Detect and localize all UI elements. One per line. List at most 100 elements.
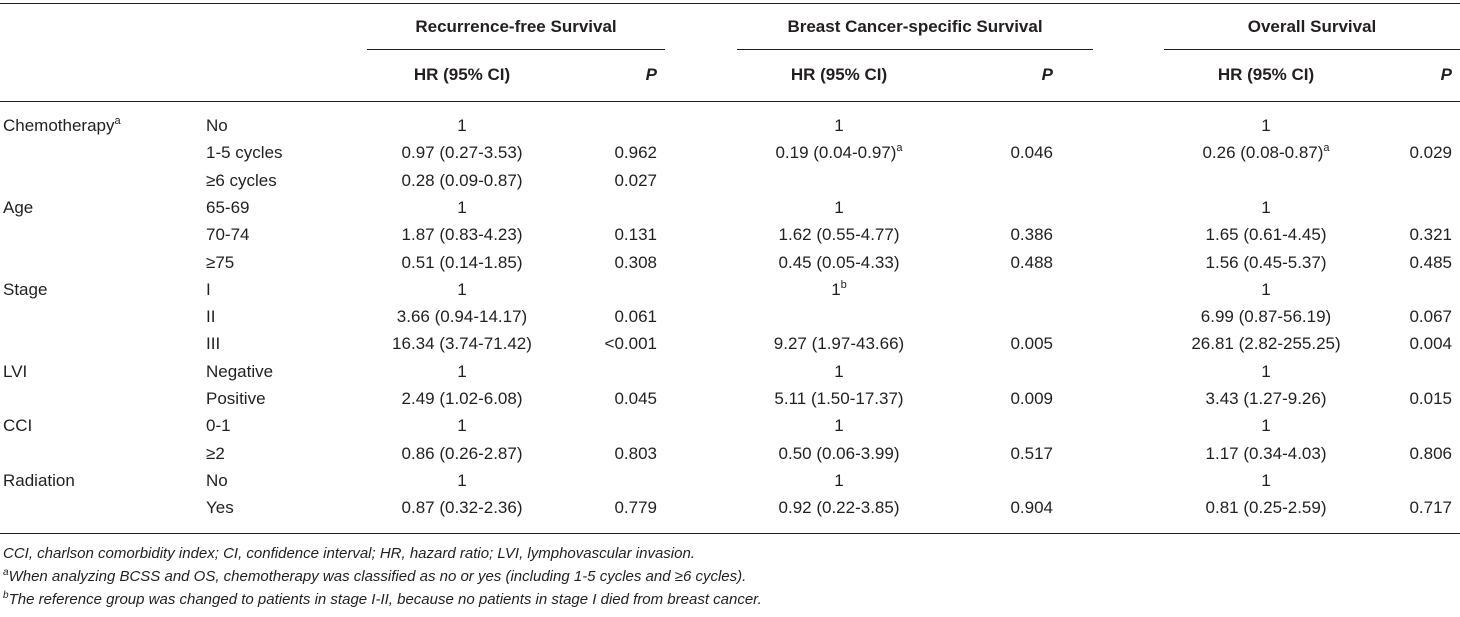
hr-cell-bcss: 5.11 (1.50-17.37) — [774, 389, 904, 408]
row-level: ≥2 — [206, 444, 225, 463]
hr-cell-bcss: 0.19 (0.04-0.97)a — [775, 142, 903, 163]
p-cell-bcss: 0.009 — [1010, 389, 1053, 408]
row-level: 65-69 — [206, 198, 250, 217]
row-level: II — [206, 307, 216, 326]
hr-cell-rfs: 1 — [457, 198, 467, 217]
hr-cell-os: 1.56 (0.45-5.37) — [1205, 253, 1327, 272]
table-top-rule — [0, 3, 1460, 4]
hr-cell-bcss: 0.50 (0.06-3.99) — [778, 444, 900, 463]
hr-cell-bcss: 1.62 (0.55-4.77) — [778, 225, 900, 244]
hr-cell-os: 1 — [1261, 198, 1271, 217]
group-title-bcss: Breast Cancer-specific Survival — [787, 17, 1043, 36]
p-cell-rfs: 0.779 — [614, 498, 657, 517]
hr-cell-rfs: 0.28 (0.09-0.87) — [401, 171, 523, 190]
p-cell-os: 0.485 — [1409, 253, 1452, 272]
hr-cell-rfs: 0.86 (0.26-2.87) — [401, 444, 523, 463]
row-level: III — [206, 334, 221, 353]
hr-header-rfs: HR (95% CI) — [413, 65, 511, 84]
footnote-b: bThe reference group was changed to pati… — [3, 590, 762, 609]
hr-cell-bcss: 1 — [834, 116, 844, 135]
row-variable: LVI — [3, 362, 28, 381]
hr-cell-rfs: 0.51 (0.14-1.85) — [401, 253, 523, 272]
hr-cell-rfs: 1 — [457, 416, 467, 435]
p-cell-rfs: 0.061 — [614, 307, 657, 326]
hr-cell-os: 1 — [1261, 416, 1271, 435]
row-variable: Chemotherapya — [3, 115, 121, 136]
group-title-os: Overall Survival — [1247, 17, 1377, 36]
hr-cell-os: 1 — [1261, 362, 1271, 381]
hr-cell-bcss: 1 — [834, 471, 844, 490]
row-level: ≥75 — [206, 253, 235, 272]
p-header-os: P — [1440, 65, 1452, 84]
hr-cell-os: 0.81 (0.25-2.59) — [1205, 498, 1327, 517]
group-title-rfs: Recurrence-free Survival — [415, 17, 617, 36]
table-bottom-rule — [0, 533, 1460, 534]
p-cell-os: 0.015 — [1409, 389, 1452, 408]
p-cell-os: 0.717 — [1409, 498, 1452, 517]
p-cell-bcss: 0.904 — [1010, 498, 1053, 517]
p-cell-rfs: 0.803 — [614, 444, 657, 463]
hr-cell-os: 6.99 (0.87-56.19) — [1200, 307, 1332, 326]
row-level: ≥6 cycles — [206, 171, 277, 190]
row-variable: Radiation — [3, 471, 75, 490]
p-cell-bcss: 0.488 — [1010, 253, 1053, 272]
hr-cell-bcss: 1 — [834, 416, 844, 435]
hr-cell-bcss: 0.45 (0.05-4.33) — [778, 253, 900, 272]
p-header-bcss: P — [1041, 65, 1053, 84]
hr-cell-os: 1 — [1261, 280, 1271, 299]
p-cell-bcss: 0.517 — [1010, 444, 1053, 463]
hr-cell-os: 1 — [1261, 116, 1271, 135]
row-level: Negative — [206, 362, 274, 381]
hr-cell-os: 3.43 (1.27-9.26) — [1205, 389, 1327, 408]
hr-cell-rfs: 1 — [457, 471, 467, 490]
hr-cell-rfs: 2.49 (1.02-6.08) — [401, 389, 523, 408]
hr-cell-rfs: 3.66 (0.94-14.17) — [396, 307, 528, 326]
row-level: No — [206, 116, 228, 135]
p-header-rfs: P — [645, 65, 657, 84]
p-cell-rfs: 0.045 — [614, 389, 657, 408]
hr-cell-bcss: 1b — [831, 279, 847, 300]
hr-cell-os: 26.81 (2.82-255.25) — [1191, 334, 1341, 353]
p-cell-os: 0.806 — [1409, 444, 1452, 463]
hr-header-os: HR (95% CI) — [1217, 65, 1315, 84]
row-level: No — [206, 471, 228, 490]
p-cell-rfs: <0.001 — [604, 334, 657, 353]
p-cell-os: 0.067 — [1409, 307, 1452, 326]
p-cell-rfs: 0.027 — [614, 171, 657, 190]
group-rule-os — [1164, 49, 1460, 50]
hr-cell-rfs: 1.87 (0.83-4.23) — [401, 225, 523, 244]
row-level: Yes — [206, 498, 234, 517]
hr-cell-os: 1.17 (0.34-4.03) — [1205, 444, 1327, 463]
header-bottom-rule — [0, 101, 1460, 102]
hr-cell-os: 1 — [1261, 471, 1271, 490]
hr-header-bcss: HR (95% CI) — [790, 65, 888, 84]
footnote-abbreviations: CCI, charlson comorbidity index; CI, con… — [3, 545, 695, 562]
hr-cell-rfs: 0.87 (0.32-2.36) — [401, 498, 523, 517]
table-footnotes: CCI, charlson comorbidity index; CI, con… — [3, 544, 762, 613]
group-rule-rfs — [367, 49, 665, 50]
hr-cell-bcss: 9.27 (1.97-43.66) — [773, 334, 905, 353]
row-level: Positive — [206, 389, 266, 408]
hr-cell-bcss: 0.92 (0.22-3.85) — [778, 498, 900, 517]
p-cell-os: 0.004 — [1409, 334, 1452, 353]
row-level: 1-5 cycles — [206, 143, 283, 162]
hr-cell-os: 0.26 (0.08-0.87)a — [1202, 142, 1330, 163]
hr-cell-rfs: 0.97 (0.27-3.53) — [401, 143, 523, 162]
row-variable: Age — [3, 198, 34, 217]
hr-cell-rfs: 1 — [457, 362, 467, 381]
p-cell-bcss: 0.386 — [1010, 225, 1053, 244]
p-cell-rfs: 0.308 — [614, 253, 657, 272]
hr-cell-bcss: 1 — [834, 362, 844, 381]
row-level: I — [206, 280, 211, 299]
footnote-a: aWhen analyzing BCSS and OS, chemotherap… — [3, 567, 747, 586]
row-level: 0-1 — [206, 416, 231, 435]
p-cell-rfs: 0.131 — [614, 225, 657, 244]
group-rule-bcss — [737, 49, 1093, 50]
p-cell-rfs: 0.962 — [614, 143, 657, 162]
p-cell-os: 0.321 — [1409, 225, 1452, 244]
p-cell-bcss: 0.005 — [1010, 334, 1053, 353]
hr-cell-rfs: 1 — [457, 280, 467, 299]
hr-cell-os: 1.65 (0.61-4.45) — [1205, 225, 1327, 244]
row-variable: CCI — [3, 416, 33, 435]
hr-cell-rfs: 1 — [457, 116, 467, 135]
